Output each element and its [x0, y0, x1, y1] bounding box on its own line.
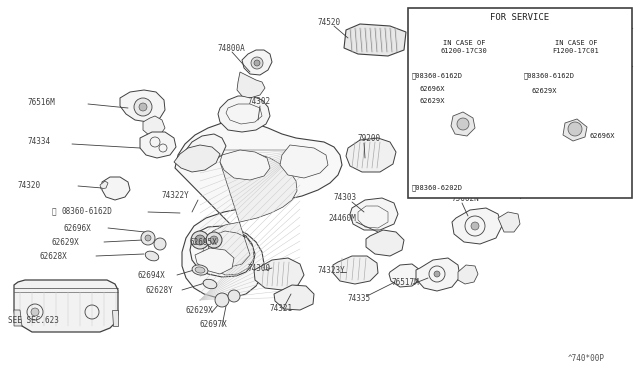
Text: 62697X: 62697X [200, 320, 228, 329]
Text: 79200: 79200 [358, 134, 381, 143]
Polygon shape [203, 153, 297, 275]
Ellipse shape [145, 251, 159, 261]
Polygon shape [140, 132, 176, 158]
Polygon shape [416, 258, 460, 291]
Polygon shape [389, 264, 420, 287]
Polygon shape [185, 134, 226, 165]
Polygon shape [350, 198, 398, 230]
Bar [408, 8, 632, 198]
Text: SEE SEC.623: SEE SEC.623 [8, 316, 59, 325]
Polygon shape [366, 230, 404, 256]
Ellipse shape [195, 267, 205, 273]
Text: 74335: 74335 [348, 294, 371, 303]
Polygon shape [220, 150, 270, 180]
Polygon shape [280, 145, 328, 178]
Text: 74320: 74320 [18, 181, 41, 190]
Polygon shape [333, 256, 378, 284]
Polygon shape [102, 177, 130, 200]
Polygon shape [112, 310, 118, 326]
Text: 62629X: 62629X [420, 98, 445, 104]
Polygon shape [452, 208, 502, 244]
Text: 62695X: 62695X [190, 238, 218, 247]
Circle shape [228, 290, 240, 302]
Circle shape [154, 238, 166, 250]
Text: 74303: 74303 [334, 193, 357, 202]
Polygon shape [242, 50, 272, 75]
Text: Ⓢ08360-6162D: Ⓢ08360-6162D [412, 73, 463, 79]
Polygon shape [100, 181, 108, 189]
Text: 74322Y: 74322Y [162, 191, 189, 200]
Text: 74334: 74334 [28, 137, 51, 146]
Text: 62696X: 62696X [589, 133, 614, 139]
Text: 24460M: 24460M [328, 214, 356, 223]
Text: 62629X: 62629X [186, 306, 214, 315]
Text: 62696X: 62696X [420, 86, 445, 92]
Polygon shape [274, 285, 314, 310]
Text: 62694X: 62694X [138, 271, 166, 280]
Text: 75662N: 75662N [452, 194, 480, 203]
Circle shape [139, 103, 147, 111]
Polygon shape [120, 90, 165, 122]
Polygon shape [143, 116, 165, 136]
Ellipse shape [192, 265, 208, 275]
Circle shape [434, 271, 440, 277]
Text: IN CASE OF
61200-17C30: IN CASE OF 61200-17C30 [440, 40, 488, 54]
Polygon shape [458, 265, 478, 284]
Text: FOR SERVICE: FOR SERVICE [490, 13, 550, 22]
Circle shape [215, 293, 229, 307]
Text: Ⓢ08360-6162D: Ⓢ08360-6162D [524, 73, 575, 79]
Polygon shape [254, 258, 304, 290]
Circle shape [471, 222, 479, 230]
Circle shape [134, 98, 152, 116]
Polygon shape [563, 119, 587, 141]
Circle shape [457, 118, 469, 130]
Circle shape [191, 231, 209, 249]
Text: IN CASE OF
F1200-17C01: IN CASE OF F1200-17C01 [552, 40, 600, 54]
Circle shape [31, 308, 39, 316]
Text: 62629X: 62629X [532, 88, 557, 94]
Circle shape [141, 231, 155, 245]
Text: 74323Y: 74323Y [318, 266, 346, 275]
Circle shape [206, 232, 222, 248]
Text: 74520: 74520 [318, 18, 341, 27]
Circle shape [251, 57, 263, 69]
Text: 76517M: 76517M [392, 278, 420, 287]
Text: 62628X: 62628X [40, 252, 68, 261]
Circle shape [210, 236, 218, 244]
Circle shape [568, 122, 582, 136]
Text: 76516M: 76516M [28, 98, 56, 107]
Circle shape [195, 235, 205, 245]
Text: ^740*00P: ^740*00P [568, 354, 605, 363]
Polygon shape [175, 121, 342, 298]
Text: 74300: 74300 [248, 264, 271, 273]
Polygon shape [346, 138, 396, 172]
Polygon shape [451, 112, 475, 136]
Polygon shape [344, 24, 406, 56]
Text: Ⓢ08360-6202D: Ⓢ08360-6202D [412, 185, 463, 191]
Text: 74321: 74321 [270, 304, 293, 313]
Text: 62629X: 62629X [52, 238, 80, 247]
Circle shape [254, 60, 260, 66]
Text: 74800A: 74800A [218, 44, 246, 53]
Polygon shape [195, 248, 234, 274]
Circle shape [145, 235, 151, 241]
Polygon shape [174, 145, 220, 172]
Text: Ⓢ: Ⓢ [52, 207, 56, 216]
Polygon shape [218, 96, 270, 132]
Polygon shape [237, 72, 265, 98]
Polygon shape [498, 212, 520, 232]
Text: 74302: 74302 [248, 97, 271, 106]
Text: 08360-6162D: 08360-6162D [61, 207, 112, 216]
Polygon shape [14, 280, 118, 332]
Text: 62628Y: 62628Y [146, 286, 173, 295]
Text: 62696X: 62696X [64, 224, 92, 233]
Polygon shape [14, 310, 22, 326]
Ellipse shape [203, 279, 217, 289]
